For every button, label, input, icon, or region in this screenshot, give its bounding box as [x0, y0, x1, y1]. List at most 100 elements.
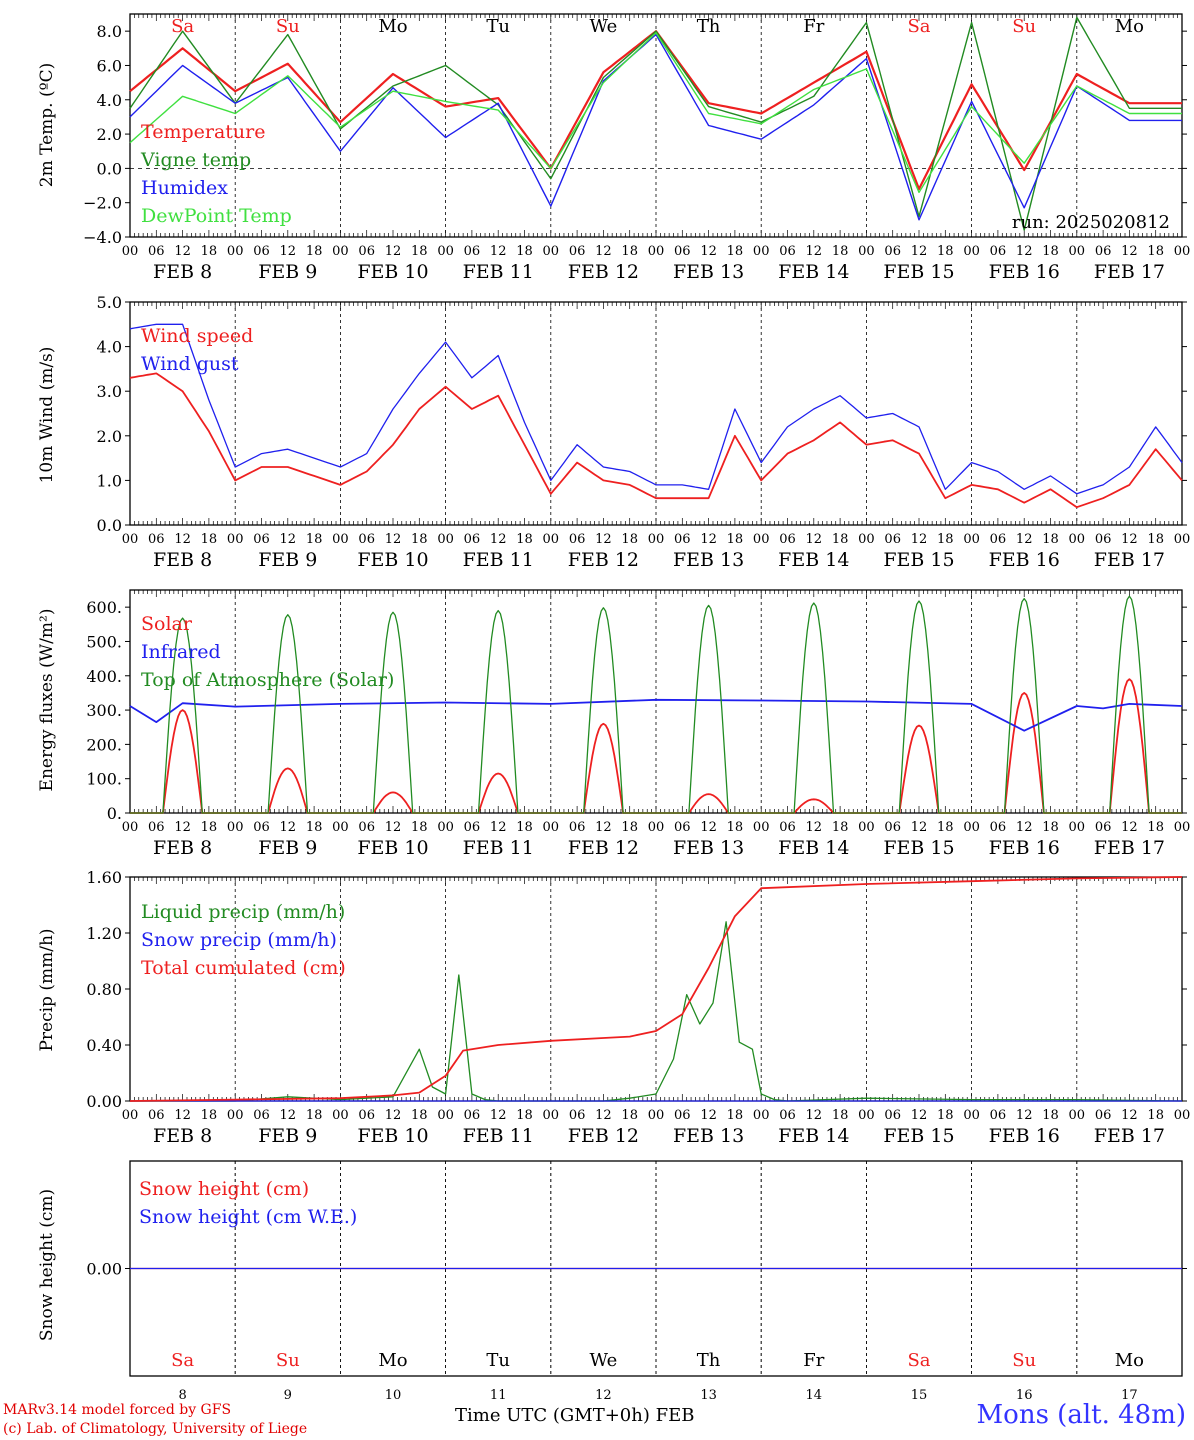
hour-label: 06 — [990, 1108, 1007, 1123]
hour-label: 00 — [648, 532, 665, 547]
series-line-4-3 — [129, 876, 1183, 1102]
hour-label: 18 — [411, 244, 428, 259]
hour-label: 06 — [779, 244, 796, 259]
hour-label: 12 — [385, 532, 402, 547]
y-tick-label: 0.0 — [97, 516, 122, 535]
day-label: FEB 16 — [989, 1125, 1060, 1147]
hour-label: 12 — [806, 820, 823, 835]
hour-label: 06 — [253, 244, 270, 259]
day-label: FEB 12 — [568, 837, 639, 859]
hour-label: 06 — [148, 244, 165, 259]
day-label: FEB 11 — [463, 1125, 534, 1147]
hour-label: 06 — [569, 532, 586, 547]
legend-entry: Wind speed — [141, 325, 253, 347]
weekday-label: Sa — [907, 1350, 930, 1371]
hour-label: 00 — [1069, 1108, 1086, 1123]
hour-label: 12 — [1016, 244, 1033, 259]
hour-label: 18 — [516, 820, 533, 835]
day-label: FEB 15 — [883, 261, 954, 283]
day-label: FEB 13 — [673, 261, 744, 283]
series-line-3-2 — [129, 698, 1183, 732]
hour-label: 18 — [727, 532, 744, 547]
day-label: FEB 10 — [357, 837, 428, 859]
hour-label: 06 — [884, 244, 901, 259]
hour-label: 06 — [990, 820, 1007, 835]
hour-label: 06 — [464, 1108, 481, 1123]
hour-label: 00 — [543, 244, 560, 259]
hour-label: 12 — [806, 532, 823, 547]
hour-label: 18 — [201, 820, 218, 835]
hour-label: 12 — [490, 1108, 507, 1123]
hour-label: 00 — [648, 244, 665, 259]
hour-label: 00 — [122, 820, 139, 835]
series-line-1-2 — [129, 16, 1182, 231]
legend-entry: Liquid precip (mm/h) — [141, 901, 345, 923]
hour-label: 12 — [1121, 244, 1138, 259]
hour-label: 12 — [1016, 532, 1033, 547]
hour-label: 18 — [411, 1108, 428, 1123]
weekday-label: We — [590, 16, 618, 37]
y-tick-label: 8.0 — [97, 22, 122, 41]
y-tick-label: 200. — [86, 735, 122, 754]
y-tick-label: 3.0 — [97, 382, 122, 401]
hour-label: 06 — [358, 532, 375, 547]
hour-label: 12 — [280, 1108, 297, 1123]
weekday-label: Su — [276, 16, 300, 37]
hour-label: 06 — [148, 532, 165, 547]
hour-label: 18 — [727, 244, 744, 259]
weekday-label: Su — [1012, 1350, 1036, 1371]
day-label: FEB 15 — [883, 549, 954, 571]
hour-label: 00 — [227, 244, 244, 259]
y-axis-label: Energy fluxes (W/m²) — [37, 609, 57, 792]
hour-label: 18 — [937, 1108, 954, 1123]
day-number-label: 15 — [911, 1388, 928, 1403]
day-label: FEB 8 — [153, 837, 212, 859]
hour-label: 18 — [201, 532, 218, 547]
day-label: FEB 14 — [778, 837, 849, 859]
hour-label: 18 — [1042, 244, 1059, 259]
hour-label: 06 — [1095, 820, 1112, 835]
hour-label: 18 — [832, 244, 849, 259]
hour-label: 18 — [1042, 820, 1059, 835]
hour-label: 18 — [306, 1108, 323, 1123]
hour-label: 18 — [516, 1108, 533, 1123]
hour-label: 06 — [779, 1108, 796, 1123]
weekday-label: Sa — [171, 1350, 194, 1371]
day-label: FEB 13 — [673, 837, 744, 859]
y-tick-label: 600. — [86, 598, 122, 617]
weekday-label: Mo — [378, 1350, 407, 1371]
weekday-label: Fr — [803, 1350, 824, 1371]
hour-label: 00 — [648, 1108, 665, 1123]
hour-label: 06 — [884, 1108, 901, 1123]
hour-label: 18 — [201, 244, 218, 259]
series-line-2-2 — [129, 323, 1183, 495]
series-line-1-3 — [129, 33, 1182, 221]
legend-entry: Wind gust — [141, 353, 239, 375]
hour-label: 00 — [858, 1108, 875, 1123]
hour-label: 12 — [385, 244, 402, 259]
day-label: FEB 10 — [357, 1125, 428, 1147]
day-number-label: 17 — [1121, 1388, 1138, 1403]
y-tick-label: 400. — [86, 667, 122, 686]
day-label: FEB 8 — [153, 549, 212, 571]
hour-label: 00 — [963, 820, 980, 835]
hour-label: 06 — [253, 1108, 270, 1123]
hour-label: 00 — [1174, 1108, 1191, 1123]
legend-entry: Snow height (cm) — [139, 1178, 309, 1200]
hour-label: 12 — [806, 244, 823, 259]
hour-label: 06 — [148, 820, 165, 835]
day-label: FEB 14 — [778, 1125, 849, 1147]
hour-label: 18 — [832, 1108, 849, 1123]
weekday-label: Mo — [1115, 16, 1144, 37]
y-tick-label: 4.0 — [97, 91, 122, 110]
model-credit: MARv3.14 model forced by GFS — [3, 1402, 232, 1418]
hour-label: 00 — [437, 1108, 454, 1123]
hour-label: 18 — [832, 532, 849, 547]
day-label: FEB 9 — [258, 1125, 317, 1147]
day-number-label: 16 — [1016, 1388, 1033, 1403]
hour-label: 06 — [674, 532, 691, 547]
day-label: FEB 11 — [463, 837, 534, 859]
hour-label: 00 — [753, 1108, 770, 1123]
hour-label: 00 — [753, 244, 770, 259]
legend-entry: Snow height (cm W.E.) — [139, 1206, 357, 1228]
